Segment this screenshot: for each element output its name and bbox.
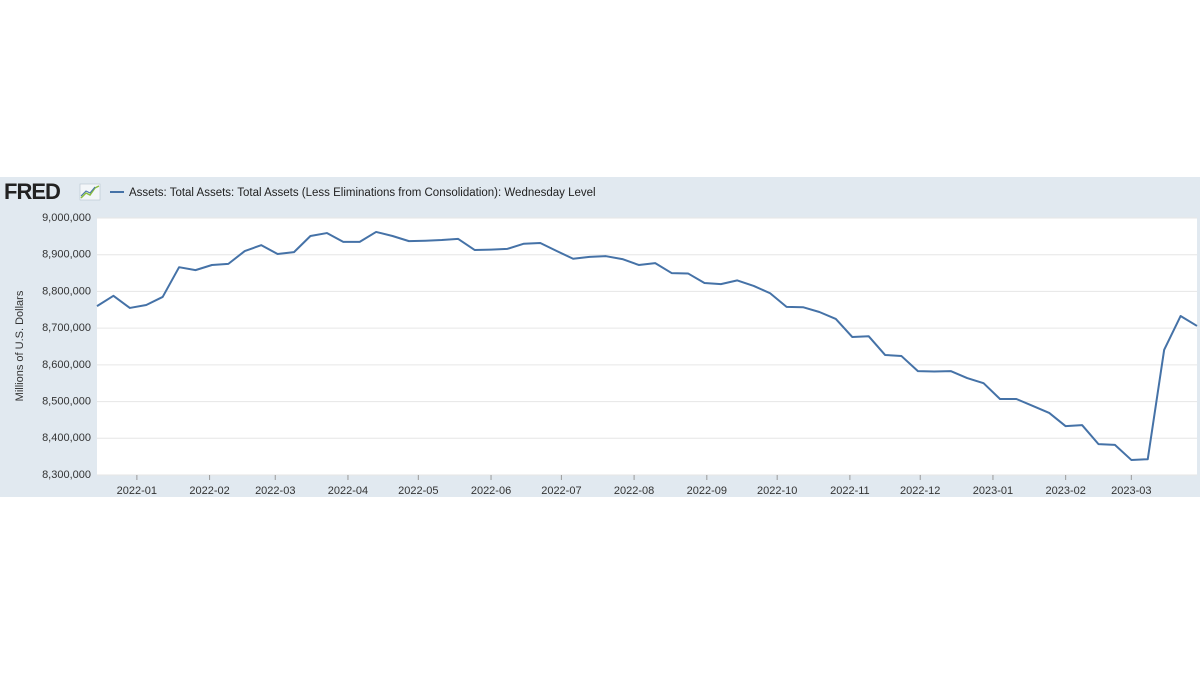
x-tick-label: 2022-06 — [471, 485, 511, 497]
y-tick-label: 8,500,000 — [42, 395, 91, 407]
x-tick-label: 2023-02 — [1045, 485, 1085, 497]
y-tick-label: 8,600,000 — [42, 359, 91, 371]
y-tick-label: 8,300,000 — [42, 469, 91, 481]
legend-label: Assets: Total Assets: Total Assets (Less… — [129, 187, 596, 199]
x-tick-label: 2022-10 — [757, 485, 797, 497]
logo-icon — [79, 183, 101, 201]
logo: FRED — [4, 179, 60, 204]
y-axis-label: Millions of U.S. Dollars — [14, 290, 26, 401]
x-tick-label: 2022-07 — [541, 485, 581, 497]
x-tick-label: 2022-02 — [189, 485, 229, 497]
x-tick-label: 2023-03 — [1111, 485, 1151, 497]
y-tick-label: 8,800,000 — [42, 285, 91, 297]
x-tick-label: 2022-04 — [328, 485, 368, 497]
x-tick-label: 2022-08 — [614, 485, 654, 497]
y-tick-label: 8,700,000 — [42, 322, 91, 334]
x-tick-label: 2022-11 — [830, 485, 870, 497]
x-tick-label: 2022-12 — [900, 485, 940, 497]
data-line — [96, 230, 1198, 461]
x-tick-label: 2023-01 — [973, 485, 1013, 497]
y-tick-label: 9,000,000 — [42, 212, 91, 224]
y-tick-label: 8,400,000 — [42, 432, 91, 444]
x-tick-label: 2022-05 — [398, 485, 438, 497]
x-tick-label: 2022-09 — [687, 485, 727, 497]
y-tick-label: 8,900,000 — [42, 249, 91, 261]
x-tick-label: 2022-03 — [255, 485, 295, 497]
plot-area — [97, 218, 1197, 475]
x-tick-label: 2022-01 — [117, 485, 157, 497]
